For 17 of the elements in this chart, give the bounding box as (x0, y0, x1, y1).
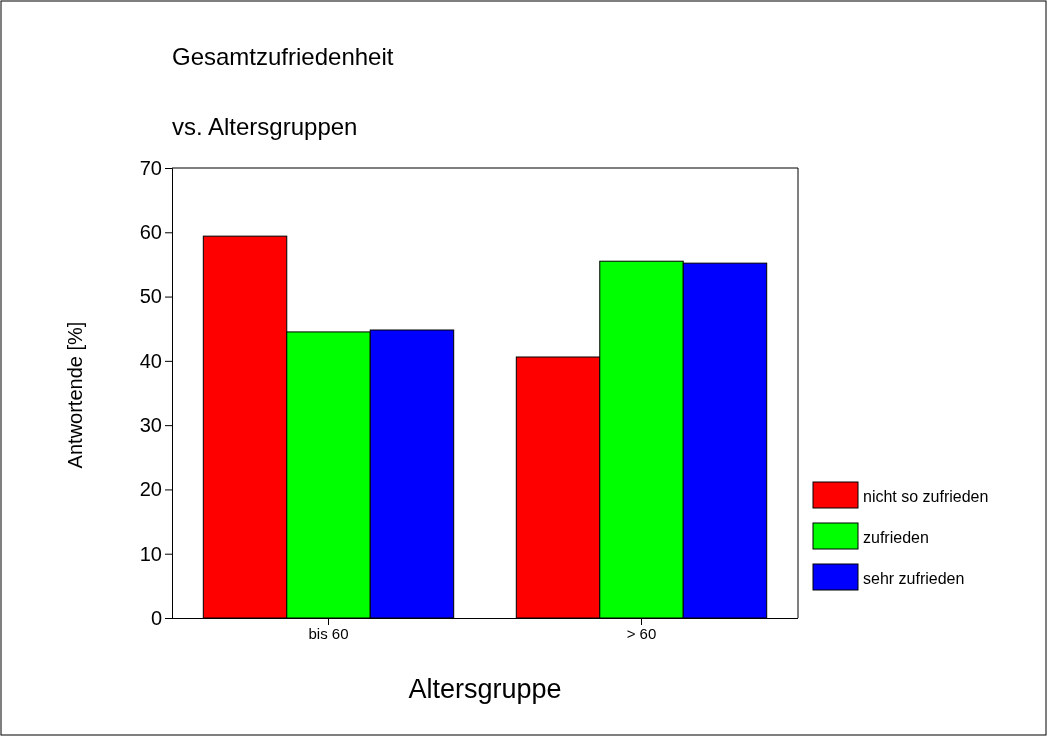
y-tick-label: 10 (139, 542, 162, 565)
x-tick-label: bis 60 (308, 624, 349, 642)
legend-label: zufrieden (863, 529, 929, 546)
x-axis-title: Altersgruppe (408, 674, 562, 704)
legend-label: nicht so zufrieden (863, 488, 989, 505)
y-tick-label: 0 (150, 606, 162, 629)
y-tick-label: 70 (139, 156, 162, 179)
x-tick-label: > 60 (626, 624, 657, 642)
chart-title: Gesamtzufriedenheit (172, 43, 394, 70)
y-tick-label: 50 (139, 285, 162, 308)
y-tick-label: 40 (139, 349, 162, 372)
y-tick-label: 20 (139, 478, 162, 501)
y-tick-label: 30 (139, 414, 162, 437)
chart-subtitle: vs. Altersgruppen (172, 113, 358, 140)
legend-label: sehr zufrieden (863, 570, 965, 587)
y-tick-label: 60 (139, 221, 162, 244)
y-axis-title: Antwortende [%] (64, 321, 86, 469)
